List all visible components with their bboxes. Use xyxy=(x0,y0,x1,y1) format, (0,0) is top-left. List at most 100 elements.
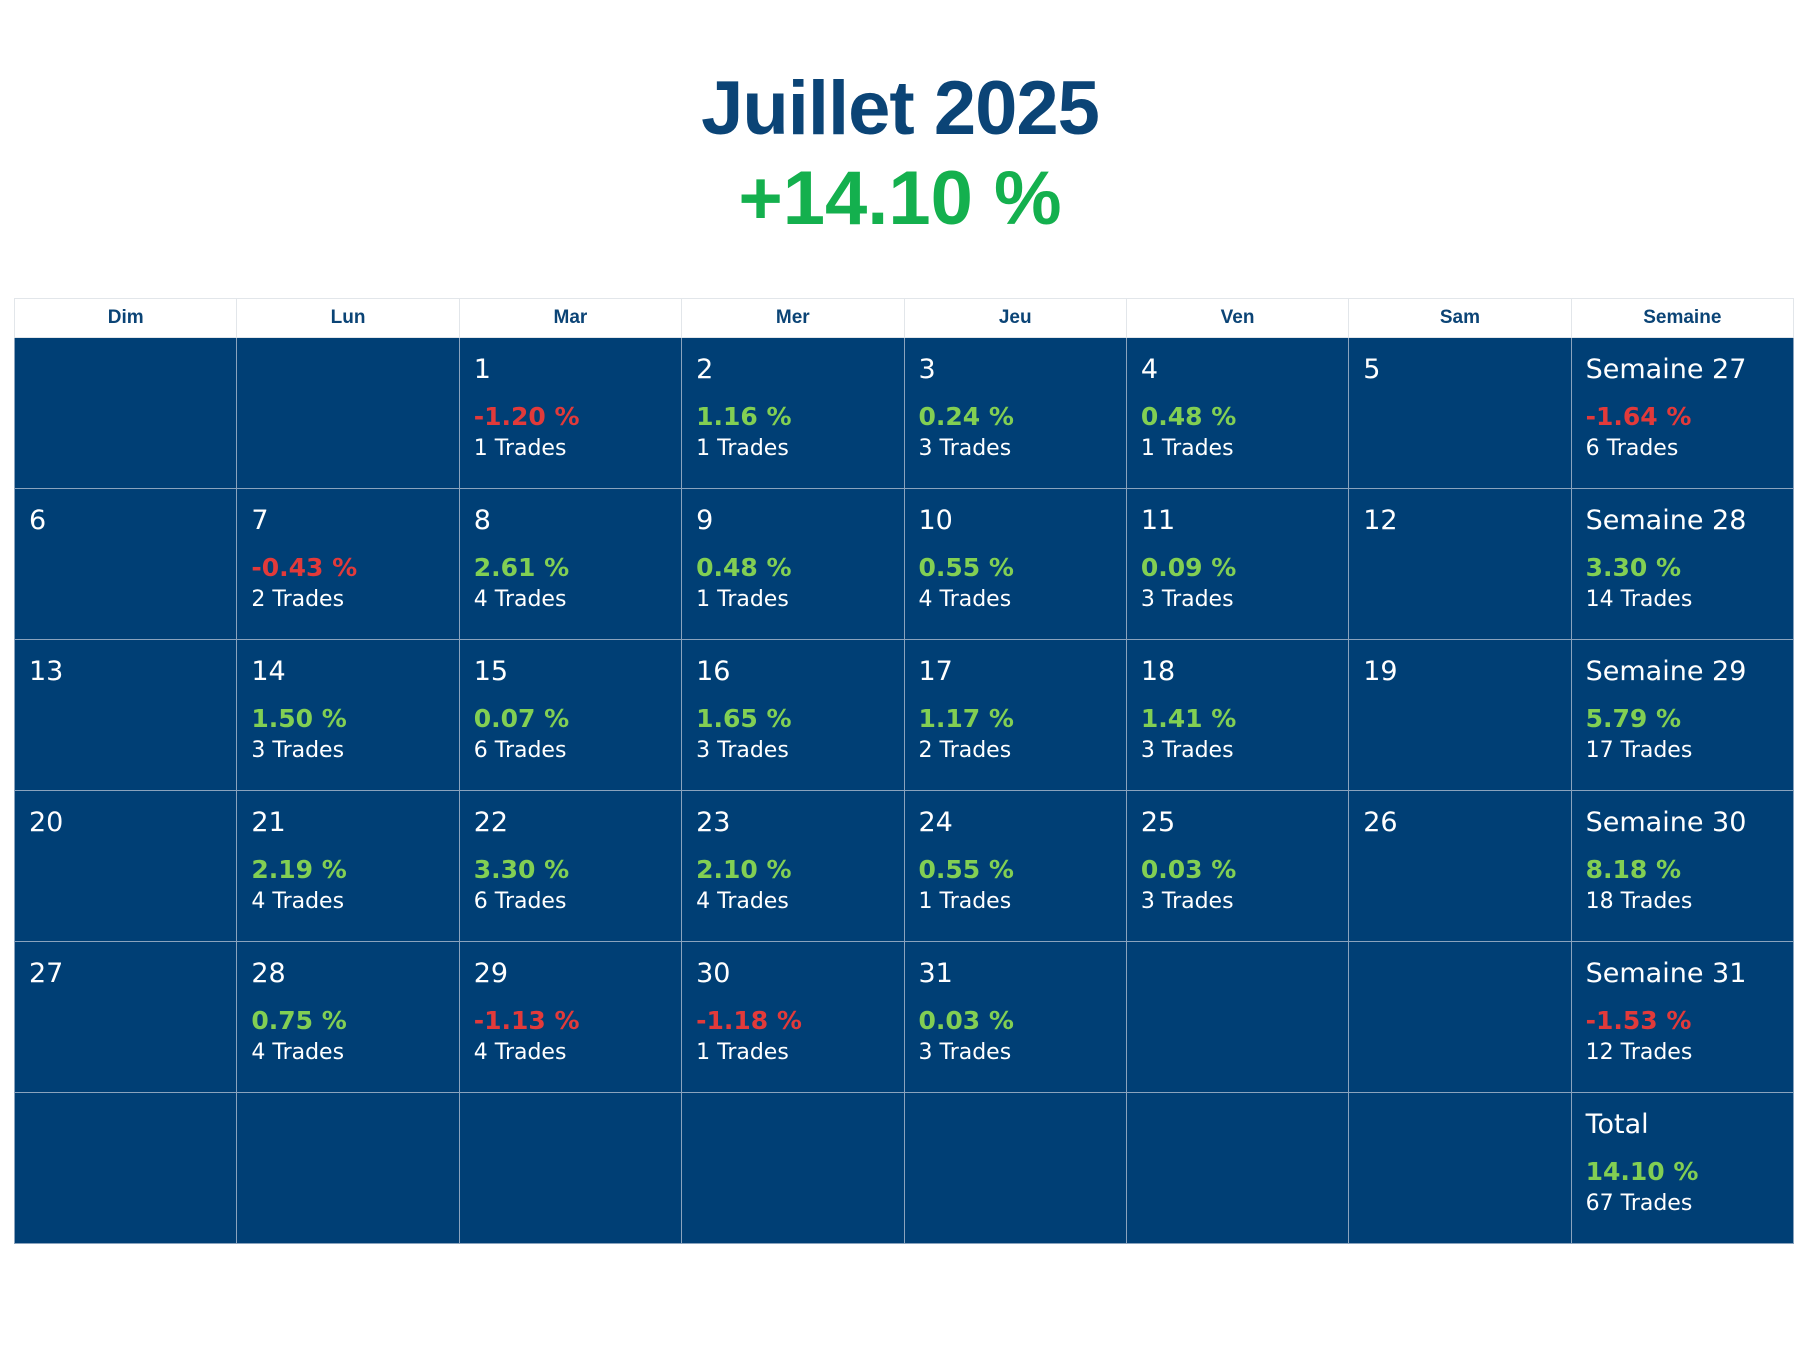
empty-day-cell xyxy=(903,1092,1127,1244)
day-cell[interactable]: 12 xyxy=(1348,488,1572,640)
day-cell[interactable]: 19 xyxy=(1348,639,1572,791)
empty-day-cell xyxy=(1125,1092,1350,1244)
day-cell[interactable]: 28 0.75 % 4 Trades xyxy=(236,941,460,1093)
week-summary-performance: -1.53 % xyxy=(1585,1006,1692,1035)
day-cell[interactable]: 20 xyxy=(13,790,238,942)
weekday-header-semaine: Semaine xyxy=(1570,298,1795,338)
week-row: 1 -1.20 % 1 Trades 2 1.16 % 1 Trades 3 0.24 % 3 … xyxy=(13,337,1795,489)
week-summary-performance: -1.64 % xyxy=(1585,402,1692,431)
week-summary-cell[interactable]: Semaine 30 8.18 % 18 Trades xyxy=(1570,790,1795,942)
day-cell[interactable]: 2 1.16 % 1 Trades xyxy=(681,337,905,489)
day-cell[interactable]: 1 -1.20 % 1 Trades xyxy=(458,337,683,489)
day-number: 22 xyxy=(473,807,509,838)
week-summary-cell[interactable]: Semaine 31 -1.53 % 12 Trades xyxy=(1570,941,1795,1093)
week-summary-trades: 6 Trades xyxy=(1585,436,1679,461)
day-trades: 1 Trades xyxy=(473,436,567,461)
day-number: 1 xyxy=(473,354,491,385)
week-summary-trades: 12 Trades xyxy=(1585,1040,1693,1065)
week-row: 20 21 2.19 % 4 Trades 22 3.30 % 6 Trades 23 2.10… xyxy=(13,790,1795,942)
day-trades: 1 Trades xyxy=(696,436,789,461)
day-trades: 6 Trades xyxy=(473,738,567,763)
empty-day-cell xyxy=(1125,941,1350,1093)
day-number: 7 xyxy=(251,505,269,536)
day-cell[interactable]: 9 0.48 % 1 Trades xyxy=(681,488,905,640)
day-number: 15 xyxy=(473,656,509,687)
week-summary-cell[interactable]: Semaine 28 3.30 % 14 Trades xyxy=(1570,488,1795,640)
day-cell[interactable]: 31 0.03 % 3 Trades xyxy=(903,941,1127,1093)
day-number: 24 xyxy=(918,807,953,838)
day-performance: 2.19 % xyxy=(251,855,347,884)
day-performance: 1.17 % xyxy=(918,704,1014,733)
day-cell[interactable]: 30 -1.18 % 1 Trades xyxy=(681,941,905,1093)
day-trades: 4 Trades xyxy=(251,889,345,914)
day-trades: 2 Trades xyxy=(251,587,345,612)
day-trades: 4 Trades xyxy=(251,1040,345,1065)
empty-day-cell xyxy=(236,337,460,489)
day-trades: 4 Trades xyxy=(918,587,1012,612)
day-cell[interactable]: 16 1.65 % 3 Trades xyxy=(681,639,905,791)
day-cell[interactable]: 18 1.41 % 3 Trades xyxy=(1125,639,1350,791)
day-trades: 3 Trades xyxy=(1140,738,1234,763)
day-cell[interactable]: 24 0.55 % 1 Trades xyxy=(903,790,1127,942)
day-performance: 0.07 % xyxy=(473,704,570,733)
day-cell[interactable]: 27 xyxy=(13,941,238,1093)
day-trades: 3 Trades xyxy=(251,738,345,763)
week-row: 13 14 1.50 % 3 Trades 15 0.07 % 6 Trades 16 1.65… xyxy=(13,639,1795,791)
week-summary-label: Semaine 29 xyxy=(1585,656,1747,687)
trading-calendar: Dim Lun Mar Mer Jeu Ven Sam Semaine 1 -1.… xyxy=(13,298,1795,1244)
week-summary-performance: 8.18 % xyxy=(1585,855,1682,884)
day-trades: 3 Trades xyxy=(1140,587,1234,612)
week-summary-cell[interactable]: Semaine 27 -1.64 % 6 Trades xyxy=(1570,337,1795,489)
week-summary-trades: 17 Trades xyxy=(1585,738,1693,763)
calendar-body: 1 -1.20 % 1 Trades 2 1.16 % 1 Trades 3 0.24 % 3 … xyxy=(13,337,1795,1244)
month-total-cell[interactable]: Total 14.10 % 67 Trades xyxy=(1570,1092,1795,1244)
day-cell[interactable]: 17 1.17 % 2 Trades xyxy=(903,639,1127,791)
day-performance: 0.55 % xyxy=(918,553,1014,582)
day-performance: 0.55 % xyxy=(918,855,1014,884)
day-cell[interactable]: 26 xyxy=(1348,790,1572,942)
day-cell[interactable]: 10 0.55 % 4 Trades xyxy=(903,488,1127,640)
day-performance: 1.41 % xyxy=(1140,704,1237,733)
week-summary-label: Semaine 27 xyxy=(1585,354,1747,385)
day-number: 12 xyxy=(1363,505,1398,536)
day-cell[interactable]: 23 2.10 % 4 Trades xyxy=(681,790,905,942)
weekday-header-dim: Dim xyxy=(13,298,238,338)
week-row: 6 7 -0.43 % 2 Trades 8 2.61 % 4 Trades 9 0.48 % 1… xyxy=(13,488,1795,640)
day-performance: 0.48 % xyxy=(696,553,792,582)
week-summary-cell[interactable]: Semaine 29 5.79 % 17 Trades xyxy=(1570,639,1795,791)
day-cell[interactable]: 6 xyxy=(13,488,238,640)
week-summary-trades: 67 Trades xyxy=(1585,1191,1693,1216)
day-cell[interactable]: 7 -0.43 % 2 Trades xyxy=(236,488,460,640)
day-trades: 1 Trades xyxy=(918,889,1012,914)
calendar-header: Juillet 2025 +14.10 % xyxy=(0,64,1800,244)
day-cell[interactable]: 25 0.03 % 3 Trades xyxy=(1125,790,1350,942)
day-trades: 2 Trades xyxy=(918,738,1012,763)
day-performance: 3.30 % xyxy=(473,855,570,884)
day-cell[interactable]: 22 3.30 % 6 Trades xyxy=(458,790,683,942)
day-cell[interactable]: 3 0.24 % 3 Trades xyxy=(903,337,1127,489)
day-performance: 0.75 % xyxy=(251,1006,347,1035)
day-trades: 1 Trades xyxy=(696,587,789,612)
day-cell[interactable]: 8 2.61 % 4 Trades xyxy=(458,488,683,640)
empty-day-cell xyxy=(13,1092,238,1244)
weekday-header-ven: Ven xyxy=(1125,298,1350,338)
day-performance: 2.61 % xyxy=(473,553,570,582)
week-summary-label: Semaine 31 xyxy=(1585,958,1747,989)
week-row: 27 28 0.75 % 4 Trades 29 -1.13 % 4 Trades 30 -1.… xyxy=(13,941,1795,1093)
day-number: 11 xyxy=(1140,505,1176,536)
day-number: 28 xyxy=(251,958,286,989)
day-trades: 3 Trades xyxy=(918,436,1012,461)
weekday-header-row: Dim Lun Mar Mer Jeu Ven Sam Semaine xyxy=(13,298,1795,338)
week-summary-label: Semaine 30 xyxy=(1585,807,1747,838)
day-cell[interactable]: 29 -1.13 % 4 Trades xyxy=(458,941,683,1093)
day-cell[interactable]: 11 0.09 % 3 Trades xyxy=(1125,488,1350,640)
day-number: 29 xyxy=(473,958,509,989)
day-cell[interactable]: 15 0.07 % 6 Trades xyxy=(458,639,683,791)
day-performance: 0.03 % xyxy=(1140,855,1237,884)
day-cell[interactable]: 4 0.48 % 1 Trades xyxy=(1125,337,1350,489)
day-cell[interactable]: 5 xyxy=(1348,337,1572,489)
day-cell[interactable]: 14 1.50 % 3 Trades xyxy=(236,639,460,791)
day-number: 13 xyxy=(29,656,64,687)
day-cell[interactable]: 13 xyxy=(13,639,238,791)
day-cell[interactable]: 21 2.19 % 4 Trades xyxy=(236,790,460,942)
